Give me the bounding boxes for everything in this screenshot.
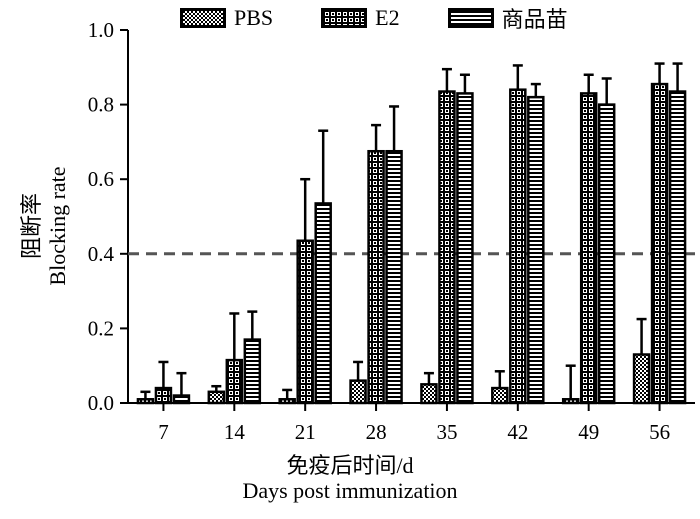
plot-group: 0.0 0.2 0.4 0.6 0.8 1.0 7 14 21 28 35 42 49 56 — [88, 18, 695, 444]
x-tick-label: 7 — [158, 420, 169, 444]
y-axis-label-cn: 阻断率 — [19, 193, 44, 260]
bar-e2 — [154, 386, 173, 405]
y-tick-label: 0.6 — [88, 167, 114, 191]
y-tick-label: 1.0 — [88, 18, 114, 42]
bar-pbs — [420, 383, 438, 405]
legend: PBS E2 商品苗 — [180, 2, 568, 34]
legend-label-e2: E2 — [375, 5, 400, 30]
x-tick-label: 21 — [295, 420, 316, 444]
bar-commercial-vaccine — [172, 394, 191, 405]
y-axis-label-en: Blocking rate — [45, 166, 70, 286]
bar-e2 — [438, 90, 456, 405]
x-axis-label-cn: 免疫后时间/d — [286, 453, 414, 478]
legend-item-e2: E2 — [321, 5, 400, 31]
bar-commercial-vaccine — [597, 103, 616, 405]
y-tick-label: 0.0 — [88, 391, 114, 415]
bar-commercial-vaccine — [668, 90, 687, 405]
legend-swatch-commercial-vaccine — [447, 8, 494, 28]
legend-label-commercial-vaccine: 商品苗 — [501, 7, 568, 32]
y-tick-label: 0.8 — [88, 93, 114, 117]
x-tick-label: 28 — [366, 420, 387, 444]
bar-e2 — [225, 358, 244, 405]
bar-commercial-vaccine — [314, 202, 332, 405]
legend-swatch-e2 — [321, 8, 368, 28]
legend-item-commercial-vaccine: 商品苗 — [447, 2, 568, 34]
bar-commercial-vaccine — [527, 95, 545, 405]
bar-pbs — [136, 398, 155, 405]
y-tick-label: 0.4 — [88, 242, 115, 266]
legend-item-pbs: PBS — [180, 5, 273, 31]
y-tick-label: 0.2 — [88, 316, 114, 340]
x-tick-label: 49 — [578, 420, 599, 444]
bar-commercial-vaccine — [385, 149, 403, 405]
y-axis-label: 阻断率 Blocking rate — [19, 111, 71, 341]
bar-e2 — [650, 82, 669, 405]
bar-pbs — [491, 386, 509, 405]
x-tick-label: 35 — [436, 420, 457, 444]
bar-commercial-vaccine — [243, 338, 262, 405]
bar-commercial-vaccine — [456, 92, 474, 405]
x-tick-label: 56 — [649, 420, 670, 444]
bar-pbs — [207, 390, 226, 405]
bar-e2 — [579, 92, 598, 405]
x-tick-label: 42 — [507, 420, 528, 444]
bar-e2 — [509, 88, 527, 405]
bar-pbs — [349, 379, 367, 405]
bar-pbs — [278, 398, 296, 405]
bar-pbs — [632, 353, 651, 405]
legend-label-pbs: PBS — [234, 5, 274, 30]
x-axis-label-en: Days post immunization — [242, 478, 458, 503]
bar-pbs — [561, 398, 580, 405]
x-tick-label: 14 — [224, 420, 246, 444]
bar-e2 — [296, 239, 314, 405]
bar-e2 — [367, 149, 385, 405]
legend-swatch-pbs — [180, 8, 226, 28]
